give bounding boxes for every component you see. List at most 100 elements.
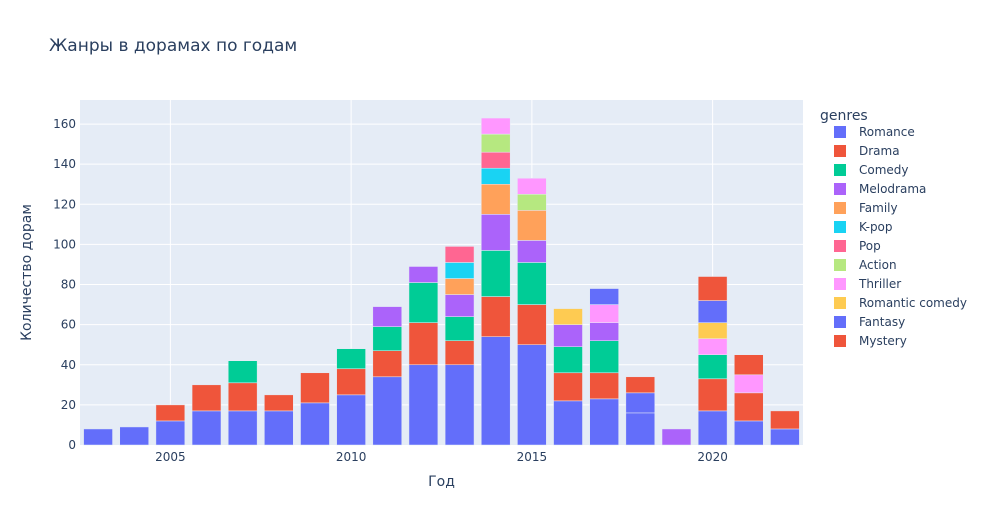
bar-romance-2007 xyxy=(227,410,258,446)
legend-swatch[interactable] xyxy=(834,278,846,290)
bar-mystery-2021 xyxy=(734,354,764,376)
bar-fantasy-2018 xyxy=(625,392,656,414)
bars xyxy=(83,117,800,446)
legend-swatch[interactable] xyxy=(834,240,846,252)
grid xyxy=(80,100,803,445)
legend-item-label[interactable]: K-pop xyxy=(859,220,893,234)
bar-comedy-2016 xyxy=(553,346,583,374)
legend-swatch[interactable] xyxy=(834,183,846,195)
bar-comedy-2013 xyxy=(444,316,475,341)
legend: genres Romance Drama Comedy Melodrama Family… xyxy=(820,108,967,348)
bar-comedy-2015 xyxy=(517,262,547,305)
legend-item-label[interactable]: Comedy xyxy=(859,163,909,177)
bar-comedy-2007 xyxy=(227,360,258,384)
bar-drama-2021 xyxy=(734,392,764,422)
x-tick-label: 2005 xyxy=(155,450,186,464)
x-tick-label: 2015 xyxy=(517,450,548,464)
legend-item-label[interactable]: Romantic comedy xyxy=(859,296,967,310)
bar-comedy-2011 xyxy=(372,326,402,351)
legend-swatch[interactable] xyxy=(834,202,846,214)
x-tick-label: 2010 xyxy=(336,450,367,464)
bar-romance-2006 xyxy=(191,410,222,446)
legend-swatch[interactable] xyxy=(834,126,846,138)
legend-swatch[interactable] xyxy=(834,221,846,233)
bar-romance-2013 xyxy=(444,364,475,446)
bar-drama-2011 xyxy=(372,350,402,378)
bar-romantic-comedy-2020 xyxy=(697,322,728,339)
legend-title: genres xyxy=(820,108,868,124)
y-tick-label: 20 xyxy=(61,398,76,412)
bar-drama-2005 xyxy=(155,404,186,422)
legend-item-label[interactable]: Pop xyxy=(859,239,881,253)
bar-drama-2015 xyxy=(517,304,547,345)
bar-romance-2005 xyxy=(155,420,186,446)
legend-item-label[interactable]: Fantasy xyxy=(859,315,905,329)
bar-romance-2015 xyxy=(517,344,547,446)
bar-thriller-2014 xyxy=(481,117,511,135)
legend-item-label[interactable]: Thriller xyxy=(858,277,901,291)
bar-drama-2009 xyxy=(300,372,330,404)
bar-drama-2013 xyxy=(444,340,475,366)
bar-drama-2016 xyxy=(553,372,583,402)
y-tick-label: 80 xyxy=(61,278,76,292)
bar-romance-2022 xyxy=(770,428,800,446)
bar-romance-2009 xyxy=(300,402,330,446)
bar-drama-2012 xyxy=(408,322,439,366)
legend-swatch[interactable] xyxy=(834,259,846,271)
bar-comedy-2017 xyxy=(589,340,619,374)
bar-comedy-2020 xyxy=(697,354,728,380)
legend-item-label[interactable]: Romance xyxy=(859,125,915,139)
bar-melodrama-2017 xyxy=(589,322,619,341)
bar-romance-2017 xyxy=(589,398,619,446)
bar-melodrama-2019 xyxy=(661,428,692,446)
y-tick-label: 100 xyxy=(53,237,76,251)
bar-pop-2014 xyxy=(481,151,511,169)
bar-pop-2013 xyxy=(444,246,475,263)
bar-melodrama-2011 xyxy=(372,306,402,327)
bar-romance-2003 xyxy=(83,428,113,446)
bar-k-pop-2014 xyxy=(481,167,511,185)
bar-drama-2022 xyxy=(770,410,800,430)
bar-thriller-2021 xyxy=(734,374,764,394)
legend-swatch[interactable] xyxy=(834,297,846,309)
bar-romance-2014 xyxy=(481,336,511,446)
bar-family-2014 xyxy=(481,183,511,215)
x-axis-title: Год xyxy=(428,474,455,490)
bar-melodrama-2015 xyxy=(517,240,547,263)
bar-mystery-2020 xyxy=(697,276,728,301)
y-tick-label: 160 xyxy=(53,117,76,131)
legend-item-label[interactable]: Family xyxy=(859,201,898,215)
bar-mystery-2018 xyxy=(625,376,656,394)
bar-drama-2014 xyxy=(481,296,511,337)
legend-item-label[interactable]: Drama xyxy=(859,144,900,158)
bar-melodrama-2014 xyxy=(481,214,511,251)
legend-swatch[interactable] xyxy=(834,335,846,347)
bar-romantic-comedy-2016 xyxy=(553,308,583,325)
x-tick-label: 2020 xyxy=(697,450,728,464)
legend-swatch[interactable] xyxy=(834,164,846,176)
bar-family-2013 xyxy=(444,278,475,295)
bar-thriller-2015 xyxy=(517,177,547,195)
bar-melodrama-2012 xyxy=(408,266,439,283)
bar-melodrama-2016 xyxy=(553,324,583,347)
legend-item-label[interactable]: Action xyxy=(859,258,897,272)
y-tick-label: 0 xyxy=(68,438,76,452)
legend-item-label[interactable]: Mystery xyxy=(859,334,907,348)
chart-title: Жанры в дорамах по годам xyxy=(49,36,297,56)
bar-drama-2010 xyxy=(336,368,366,396)
legend-swatch[interactable] xyxy=(834,145,846,157)
legend-item-label[interactable]: Melodrama xyxy=(859,182,926,196)
bar-romance-2021 xyxy=(734,420,764,446)
bar-comedy-2014 xyxy=(481,250,511,297)
y-tick-label: 120 xyxy=(53,197,76,211)
bar-romance-2012 xyxy=(408,364,439,446)
bar-romance-2020 xyxy=(697,410,728,446)
bar-romance-2008 xyxy=(264,410,294,446)
x-ticks: 2005 2010 2015 2020 xyxy=(155,450,728,464)
legend-swatch[interactable] xyxy=(834,316,846,328)
y-tick-label: 60 xyxy=(61,318,76,332)
bar-drama-2007 xyxy=(227,382,258,412)
bar-drama-2020 xyxy=(697,378,728,412)
bar-romance-2016 xyxy=(553,400,583,446)
